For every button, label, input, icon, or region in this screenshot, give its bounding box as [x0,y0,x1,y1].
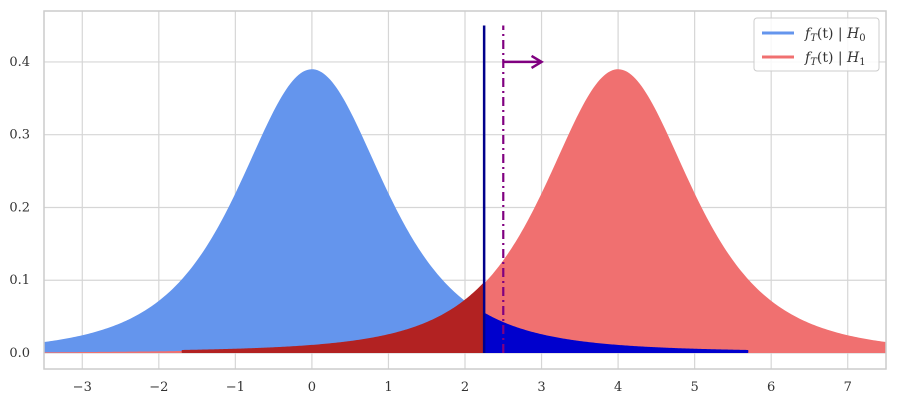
legend: fT(t) | H0 fT(t) | H1 [753,17,880,72]
h1-density-area [44,69,886,353]
h0-density-area [44,69,886,353]
x-tick-label: 6 [767,380,775,395]
direction-arrow-head [530,54,544,70]
y-tick-label: 0.1 [9,273,30,288]
x-tick-label: 4 [614,380,622,395]
x-tick-label: 3 [537,380,545,395]
beta-region [181,283,485,353]
areas [44,69,886,353]
y-tick-label: 0.3 [9,128,30,143]
x-tick-label: −3 [73,380,92,395]
legend-label-h1: fT(t) | H1 [804,50,866,68]
alpha-region [484,313,749,353]
x-tick-label: 5 [690,380,698,395]
beta-region-outline [181,282,485,352]
y-tick-label: 0.4 [9,55,30,70]
y-tick-label: 0.0 [9,346,30,361]
x-tick-label: −1 [226,380,245,395]
alpha-region-outline [483,312,749,352]
x-tick-label: 0 [308,380,316,395]
x-tick-label: −2 [149,380,168,395]
x-tick-label: 7 [844,380,852,395]
x-tick-label: 2 [461,380,469,395]
y-tick-label: 0.2 [9,200,30,215]
lines [181,25,749,353]
x-tick-label: 1 [384,380,392,395]
ticks: −3 −2 −1 0 1 2 3 4 5 6 7 0.0 0.1 0.2 0.3 0.4 [9,55,852,395]
plot-frame [43,10,887,370]
legend-label-h0: fT(t) | H0 [804,26,866,44]
